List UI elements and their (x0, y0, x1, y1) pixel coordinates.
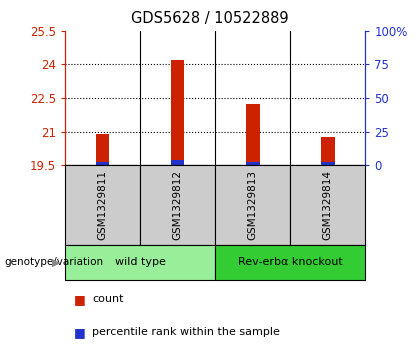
Bar (96, 134, 109, 165)
Text: GDS5628 / 10522889: GDS5628 / 10522889 (131, 11, 289, 26)
Text: GSM1329811: GSM1329811 (97, 170, 108, 240)
Text: GSM1329813: GSM1329813 (248, 170, 258, 240)
Text: ■: ■ (74, 293, 85, 306)
Bar (246, 163, 260, 165)
Bar (65, 165, 140, 245)
Bar (215, 245, 365, 280)
Text: genotype/variation: genotype/variation (4, 257, 103, 267)
Text: count: count (92, 294, 124, 305)
Bar (140, 165, 215, 245)
Bar (321, 136, 335, 165)
Text: percentile rank within the sample: percentile rank within the sample (92, 327, 280, 337)
Text: wild type: wild type (115, 257, 165, 267)
Bar (65, 245, 215, 280)
Bar (171, 160, 184, 165)
Text: Rev-erbα knockout: Rev-erbα knockout (238, 257, 343, 267)
Text: GSM1329814: GSM1329814 (323, 170, 333, 240)
Text: ▶: ▶ (52, 257, 61, 267)
Text: ■: ■ (74, 326, 85, 339)
Bar (290, 165, 365, 245)
Bar (215, 165, 290, 245)
Bar (96, 163, 109, 165)
Bar (321, 163, 335, 165)
Text: GSM1329812: GSM1329812 (173, 170, 183, 240)
Bar (171, 60, 184, 165)
Bar (246, 104, 260, 165)
